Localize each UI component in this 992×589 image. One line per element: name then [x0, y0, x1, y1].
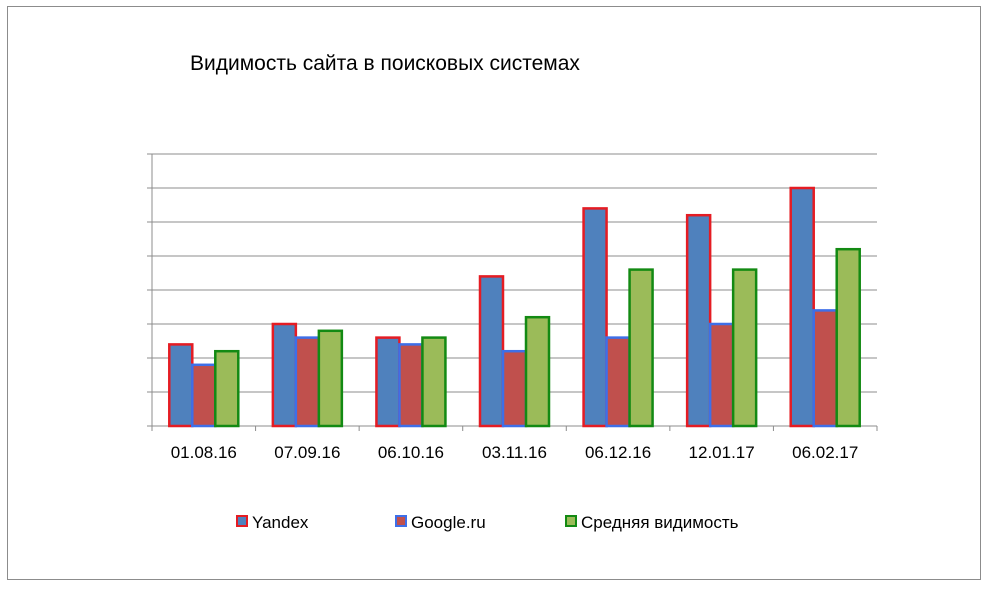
bar-3-07.09.16 [317, 329, 344, 428]
x-tick-label: 07.09.16 [274, 443, 340, 462]
legend-swatch [395, 515, 407, 527]
bar-1-03.11.16 [478, 275, 505, 428]
legend: Yandex Google.ru Средняя видимость [236, 513, 739, 532]
legend-label: Yandex [252, 513, 309, 532]
x-tick-label: 06.12.16 [585, 443, 651, 462]
bar-3-03.11.16 [524, 315, 551, 428]
legend-label: Google.ru [411, 513, 486, 532]
bar-2-07.09.16 [294, 336, 321, 428]
bar-1-07.09.16 [271, 322, 298, 428]
bar-1-06.02.17 [789, 186, 815, 428]
bar-2-12.01.17 [708, 322, 735, 428]
bar-3-06.10.16 [421, 336, 447, 428]
bar-3-01.08.16 [214, 349, 240, 428]
bars [168, 186, 861, 428]
bar-2-03.11.16 [501, 349, 528, 428]
legend-swatch [236, 515, 248, 527]
bar-3-12.01.17 [731, 268, 758, 428]
bar-2-06.12.16 [605, 336, 631, 428]
bar-2-01.08.16 [191, 363, 217, 428]
x-tick-label: 01.08.16 [171, 443, 237, 462]
bar-1-12.01.17 [685, 213, 712, 428]
chart-title: Видимость сайта в поисковых системах [190, 52, 580, 75]
x-tick-label: 03.11.16 [482, 443, 547, 462]
bar-2-06.02.17 [812, 309, 838, 428]
x-tick-labels: 01.08.16 07.09.16 06.10.16 03.11.16 06.12.16… [171, 443, 859, 462]
bar-1-06.10.16 [375, 336, 401, 428]
bar-1-01.08.16 [168, 343, 194, 428]
bar-2-06.10.16 [398, 343, 424, 428]
x-tick-label: 12.01.17 [689, 443, 755, 462]
x-tick-label: 06.10.16 [378, 443, 444, 462]
legend-label: Средняя видимость [581, 513, 739, 532]
x-tick-label: 06.02.17 [792, 443, 858, 462]
bar-3-06.12.16 [628, 268, 654, 428]
bar-1-06.12.16 [582, 207, 608, 428]
legend-swatch [565, 515, 577, 527]
bar-3-06.02.17 [835, 247, 861, 428]
